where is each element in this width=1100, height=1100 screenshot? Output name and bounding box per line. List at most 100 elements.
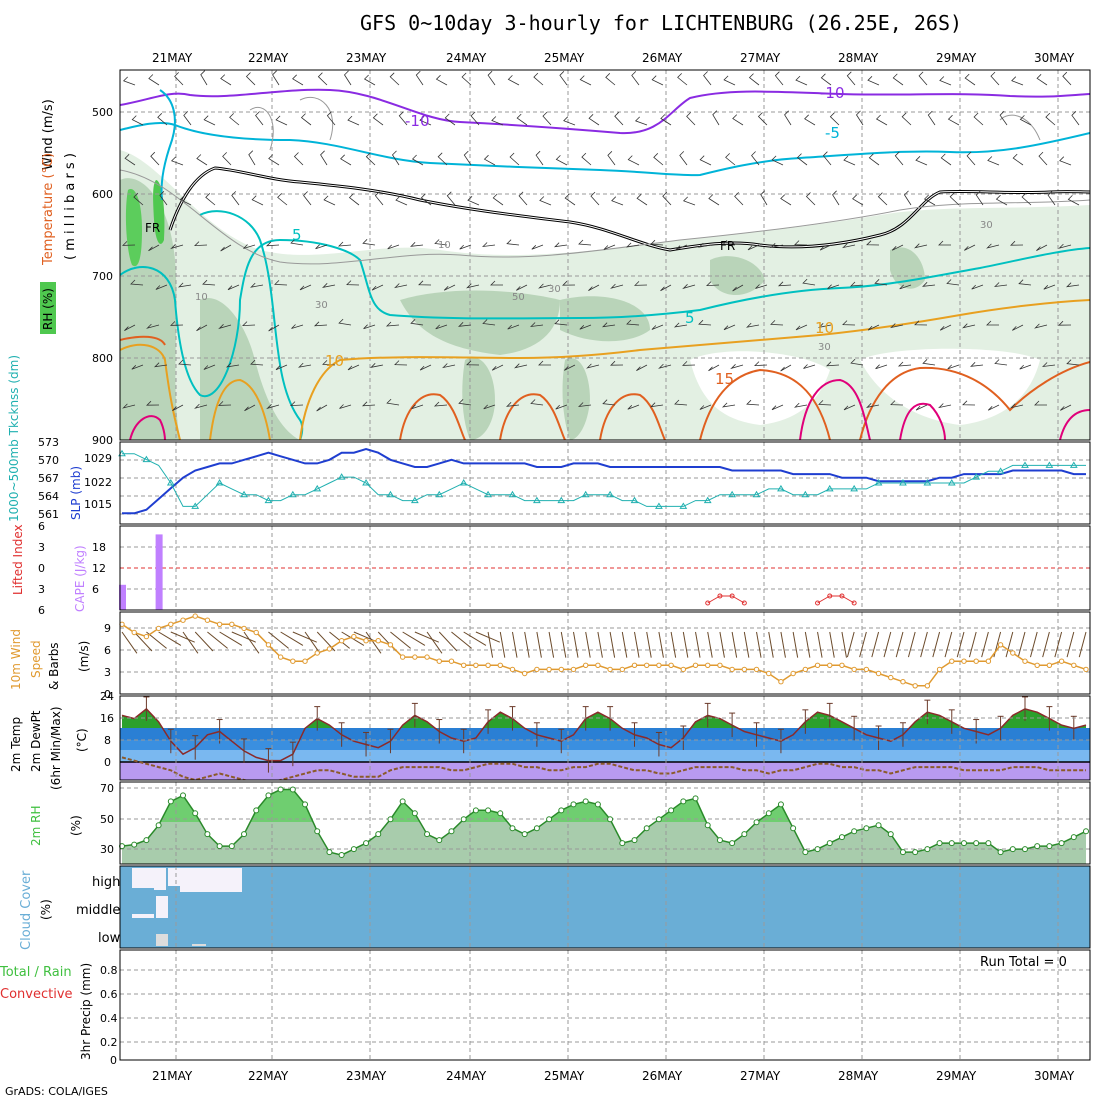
- upper-barb-315: [970, 362, 984, 367]
- upper-barb-255: [482, 319, 496, 326]
- upper-barb-52: [419, 116, 432, 126]
- wind10m-barb-23: [402, 631, 426, 646]
- li-seg-58: [817, 595, 830, 604]
- rh2m-point-48: [704, 822, 711, 829]
- upper-barb-320: [122, 403, 136, 409]
- wind-grid: [120, 612, 1090, 694]
- top-date-30may: 30MAY: [1034, 51, 1075, 65]
- rh-yunits: (%): [69, 815, 83, 836]
- wind10m-barb-0: [121, 631, 138, 654]
- upper-barb-4: [220, 74, 232, 86]
- wind10m-point-56: [802, 666, 809, 673]
- upper-barb-151: [877, 192, 888, 206]
- rh2m-panel: 70 50 30 2m RH (%): [29, 781, 1091, 865]
- thickness-point-38: [581, 490, 590, 498]
- label-p5-a: 5: [292, 226, 302, 244]
- upper-barb-358: [1034, 400, 1047, 406]
- upper-barb-62: [660, 114, 672, 126]
- upper-barb-152: [903, 190, 912, 206]
- upper-barb-253: [435, 324, 448, 330]
- upper-barb-324: [218, 401, 232, 406]
- wind10m-barb-77: [1054, 631, 1063, 658]
- rh2m-point-64: [899, 849, 906, 856]
- wind10m-barb-56: [804, 631, 811, 658]
- upper-barb-49: [347, 115, 360, 126]
- upper-barb-101: [627, 155, 640, 166]
- upper-barb-27: [774, 71, 784, 86]
- label-freezing-2: FR: [720, 239, 735, 253]
- upper-barb-29: [820, 73, 832, 86]
- wind10m-barb-29: [475, 631, 501, 643]
- wind10m-barb-4: [170, 631, 195, 643]
- rh2m-point-70: [973, 840, 980, 847]
- rh2m-point-74: [1021, 846, 1028, 853]
- upper-barb-189: [819, 244, 832, 251]
- upper-barb-113: [915, 156, 928, 166]
- upper-barb-284: [225, 362, 240, 368]
- upper-barb-92: [411, 154, 424, 166]
- wind10m-barb-51: [743, 631, 750, 658]
- thickness-markers: [118, 449, 1078, 509]
- wind-panel-bg: [120, 612, 1090, 694]
- upper-barb-199: [1058, 243, 1072, 249]
- upper-barb-307: [780, 364, 792, 372]
- upper-barb-120: [133, 192, 144, 206]
- upper-barb-342: [649, 402, 664, 408]
- wind10m-barb-6: [194, 631, 214, 652]
- wind10m-point-3: [155, 625, 162, 632]
- rh2m-point-22: [387, 816, 394, 823]
- thickness-point-10: [240, 490, 248, 498]
- rh-shade-mid-4: [560, 296, 650, 342]
- wind10m-barb-28: [463, 631, 487, 646]
- upper-barb-48: [326, 111, 336, 126]
- top-date-29may: 29MAY: [936, 51, 977, 65]
- upper-barb-25: [723, 75, 736, 86]
- wind10m-barb-15: [304, 631, 321, 654]
- upper-barb-164: [220, 244, 232, 252]
- thick-ytick-561: 561: [38, 508, 59, 521]
- wind10m-barb-35: [548, 631, 555, 658]
- upper-barb-334: [458, 399, 472, 406]
- upper-barb-71: [875, 114, 888, 126]
- upper-barb-180: [603, 244, 616, 250]
- upper-barb-138: [564, 193, 576, 206]
- wind10m-point-68: [949, 658, 955, 664]
- upper-barb-235: [971, 284, 984, 290]
- thick-ytick-567: 567: [38, 472, 59, 485]
- wind10m-barb-38: [585, 631, 591, 658]
- upper-barb-285: [250, 359, 264, 366]
- upper-barb-55: [491, 116, 504, 126]
- upper-barb-330: [361, 401, 376, 407]
- upper-barb-17: [533, 72, 544, 86]
- upper-barb-125: [251, 195, 264, 206]
- upper-barb-106: [751, 151, 760, 166]
- upper-barb-321: [146, 400, 160, 406]
- thickness-point-56: [801, 490, 810, 498]
- thickness-point-74: [1021, 461, 1029, 468]
- upper-barb-24: [703, 71, 712, 86]
- upper-barb-39: [1062, 71, 1072, 86]
- wind10m-barb-76: [1042, 631, 1050, 658]
- wind10m-barb-20: [365, 631, 382, 654]
- upper-barb-63: [686, 112, 696, 126]
- upper-barb-270: [842, 320, 856, 326]
- wind10m-point-32: [509, 666, 516, 673]
- upper-barb-216: [516, 284, 528, 291]
- temp-panel-frame: [119, 695, 1091, 781]
- upper-barb-158: [1047, 190, 1056, 206]
- rh2m-point-31: [497, 810, 504, 817]
- rh2m-point-44: [655, 816, 662, 823]
- rh2m-point-20: [363, 840, 370, 847]
- label-m5-a: -5: [825, 124, 840, 142]
- wind10m-barb-12: [268, 631, 289, 649]
- wind10m-point-51: [741, 666, 748, 673]
- rh2m-point-3: [155, 822, 162, 829]
- rh2m-point-38: [582, 798, 589, 805]
- rh2m-point-43: [643, 825, 650, 832]
- upper-barb-143: [682, 196, 696, 206]
- upper-barb-142: [662, 191, 672, 206]
- upper-barb-165: [243, 244, 256, 249]
- cloud-level-high: high: [92, 875, 120, 890]
- thickness-point-78: [1069, 461, 1078, 468]
